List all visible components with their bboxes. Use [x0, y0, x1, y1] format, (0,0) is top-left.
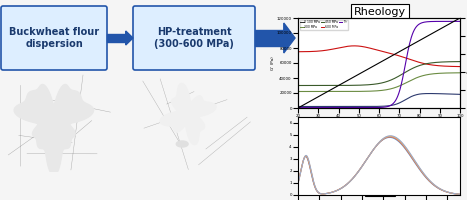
600 MPa — [457, 65, 463, 68]
450 MPa — [392, 77, 397, 80]
450 MPa — [296, 84, 301, 87]
600 MPa — [443, 65, 448, 67]
450 MPa — [394, 76, 400, 78]
600 MPa — [432, 64, 438, 67]
0/100 MPa — [296, 105, 301, 108]
450 MPa — [457, 60, 463, 63]
   — [394, 96, 400, 99]
0/100 MPa — [392, 104, 397, 106]
   — [295, 106, 301, 109]
Polygon shape — [177, 141, 188, 147]
Text: Rheology: Rheology — [354, 7, 406, 17]
   — [442, 20, 448, 23]
Line:    — [298, 21, 460, 108]
0/100 MPa — [295, 105, 301, 108]
450 MPa — [432, 61, 437, 64]
Text: HP-treatment
(300-600 MPa): HP-treatment (300-600 MPa) — [154, 27, 234, 49]
   — [391, 102, 396, 104]
Polygon shape — [160, 83, 216, 145]
Polygon shape — [14, 84, 93, 175]
600 MPa — [352, 45, 357, 47]
0/100 MPa — [391, 104, 396, 106]
600 MPa — [392, 53, 398, 56]
450 MPa — [391, 78, 396, 80]
Polygon shape — [107, 34, 126, 42]
   — [432, 20, 437, 23]
300 MPa — [295, 90, 301, 93]
0/100 MPa — [443, 93, 448, 95]
   — [296, 106, 301, 109]
600 MPa — [395, 54, 401, 57]
   — [392, 101, 397, 103]
600 MPa — [392, 53, 397, 56]
300 MPa — [432, 72, 437, 75]
600 MPa — [295, 51, 301, 53]
0/100 MPa — [432, 92, 438, 95]
X-axis label: Temperature (°C): Temperature (°C) — [361, 120, 397, 124]
300 MPa — [442, 72, 448, 74]
0/100 MPa — [457, 93, 463, 96]
Line: 300 MPa: 300 MPa — [298, 73, 460, 91]
0/100 MPa — [394, 103, 400, 105]
450 MPa — [295, 84, 301, 87]
FancyBboxPatch shape — [1, 6, 107, 70]
300 MPa — [391, 87, 396, 89]
   — [457, 20, 463, 23]
Line: 450 MPa: 450 MPa — [298, 62, 460, 85]
Polygon shape — [255, 30, 284, 46]
Y-axis label: G' (Pa): G' (Pa) — [271, 56, 276, 70]
300 MPa — [394, 86, 400, 88]
Text: Buckwheat flour
dispersion: Buckwheat flour dispersion — [9, 27, 99, 49]
Text: PSD: PSD — [369, 183, 391, 193]
450 MPa — [442, 61, 448, 63]
Legend: 0 100 MPa, 300 MPa, 450 MPa, 600 MPa, T↑: 0 100 MPa, 300 MPa, 450 MPa, 600 MPa, T↑ — [299, 20, 348, 30]
0/100 MPa — [427, 92, 432, 95]
Line: 0/100 MPa: 0/100 MPa — [298, 94, 460, 106]
FancyBboxPatch shape — [133, 6, 255, 70]
600 MPa — [296, 51, 301, 53]
Polygon shape — [284, 23, 295, 53]
Line: 600 MPa: 600 MPa — [298, 46, 460, 67]
Polygon shape — [126, 31, 133, 45]
300 MPa — [296, 90, 301, 93]
300 MPa — [392, 87, 397, 89]
300 MPa — [457, 72, 463, 74]
